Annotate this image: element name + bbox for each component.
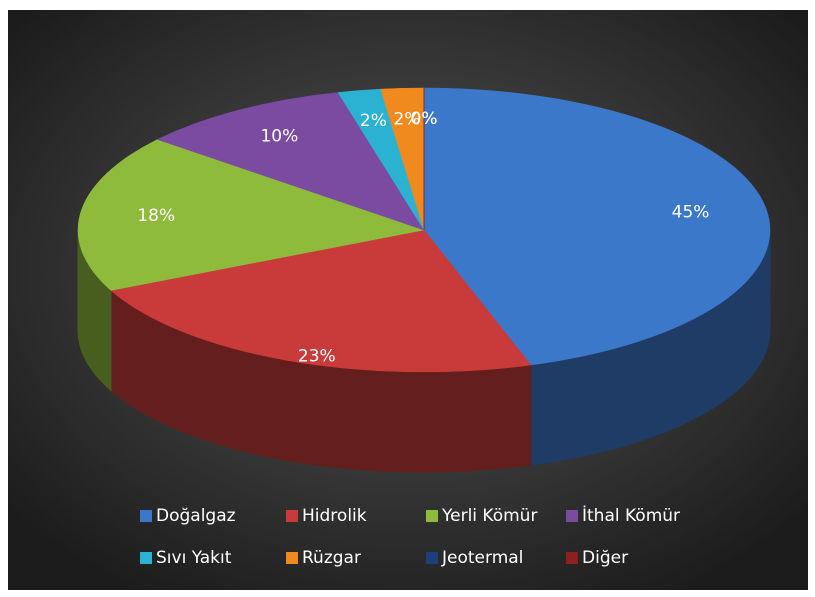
legend-label: Hidrolik xyxy=(302,506,367,526)
legend-label: Doğalgaz xyxy=(156,506,236,526)
data-label: 23% xyxy=(298,347,336,367)
legend-marker xyxy=(286,552,298,564)
data-label: 0% xyxy=(411,109,438,129)
legend-marker xyxy=(286,510,298,522)
legend-marker xyxy=(566,552,578,564)
legend-marker xyxy=(566,510,578,522)
data-label: 10% xyxy=(260,126,298,146)
slice xyxy=(77,139,425,291)
legend-marker xyxy=(426,510,438,522)
slice xyxy=(110,229,532,373)
legend-label: Diğer xyxy=(582,548,628,568)
slice xyxy=(423,87,771,366)
slice xyxy=(156,92,425,231)
legend-marker xyxy=(426,552,438,564)
legend-label: Rüzgar xyxy=(302,548,361,568)
data-label: 0% xyxy=(411,109,438,129)
legend-label: İthal Kömür xyxy=(582,505,680,526)
data-label: 18% xyxy=(137,206,175,226)
legend-label: Yerli Kömür xyxy=(441,506,537,526)
data-label: 2% xyxy=(360,111,387,131)
legend-label: Sıvı Yakıt xyxy=(156,548,232,568)
legend-marker xyxy=(140,510,152,522)
legend-label: Jeotermal xyxy=(441,548,523,568)
data-label: 2% xyxy=(394,109,421,129)
legend-marker xyxy=(140,552,152,564)
data-label: 45% xyxy=(672,203,710,223)
